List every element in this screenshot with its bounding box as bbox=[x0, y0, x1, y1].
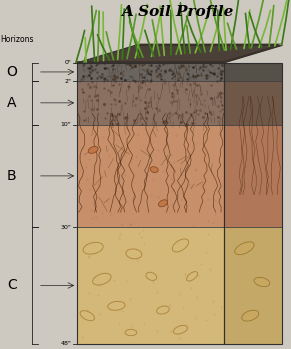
Text: C: C bbox=[7, 279, 17, 292]
Text: 48": 48" bbox=[61, 341, 71, 346]
Ellipse shape bbox=[187, 272, 198, 281]
Text: B: B bbox=[7, 169, 17, 183]
Polygon shape bbox=[77, 125, 224, 227]
Ellipse shape bbox=[235, 242, 254, 255]
Polygon shape bbox=[77, 227, 224, 344]
Text: 10": 10" bbox=[61, 122, 71, 127]
Ellipse shape bbox=[254, 277, 270, 287]
Ellipse shape bbox=[80, 311, 95, 321]
Polygon shape bbox=[224, 125, 282, 227]
Ellipse shape bbox=[157, 306, 169, 314]
Text: A: A bbox=[7, 96, 16, 110]
Ellipse shape bbox=[146, 272, 157, 281]
Ellipse shape bbox=[83, 242, 103, 254]
Text: 0": 0" bbox=[64, 60, 71, 65]
Ellipse shape bbox=[173, 325, 187, 334]
Polygon shape bbox=[224, 63, 282, 81]
Ellipse shape bbox=[172, 239, 189, 252]
Polygon shape bbox=[77, 81, 224, 125]
Polygon shape bbox=[77, 44, 282, 63]
Polygon shape bbox=[77, 63, 224, 81]
Ellipse shape bbox=[150, 167, 158, 172]
Text: O: O bbox=[6, 65, 17, 79]
Text: A Soil Profile: A Soil Profile bbox=[121, 5, 234, 19]
Ellipse shape bbox=[93, 273, 111, 285]
Ellipse shape bbox=[125, 329, 137, 336]
Ellipse shape bbox=[159, 200, 167, 207]
Text: Horizons: Horizons bbox=[0, 35, 33, 44]
Polygon shape bbox=[224, 227, 282, 344]
Text: 30": 30" bbox=[61, 225, 71, 230]
Text: 2": 2" bbox=[64, 79, 71, 83]
Ellipse shape bbox=[126, 249, 142, 259]
Polygon shape bbox=[224, 81, 282, 125]
Polygon shape bbox=[77, 45, 282, 63]
Ellipse shape bbox=[242, 310, 259, 321]
Ellipse shape bbox=[108, 302, 125, 310]
Ellipse shape bbox=[88, 147, 98, 153]
